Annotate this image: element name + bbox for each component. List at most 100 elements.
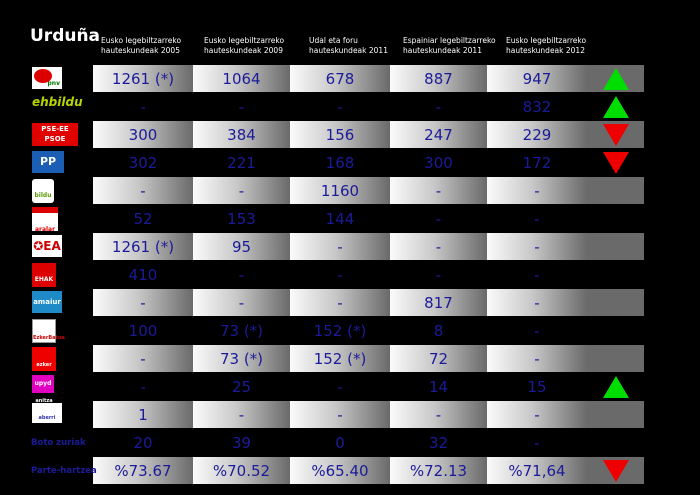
table-cell: - (390, 261, 487, 288)
table-cell: - (390, 401, 487, 428)
table-cell: - (487, 317, 587, 344)
table-cell: - (193, 93, 290, 120)
table-row: 1261 (*) 1064 678 887 947 (93, 65, 644, 92)
table-cell: - (93, 289, 193, 316)
trend-cell (587, 121, 644, 148)
bildu-logo: bildu (32, 179, 54, 203)
page-title: Urduña (30, 26, 101, 46)
table-cell: 144 (290, 205, 390, 232)
table-row: 302 221 168 300 172 (93, 149, 644, 176)
eaj-pnv-logo: pnv (32, 67, 62, 89)
ea-logo: ✪EA (32, 235, 62, 257)
amaiur-logo: amaiur (32, 291, 62, 313)
table-cell: 95 (193, 233, 290, 260)
table-cell: 100 (93, 317, 193, 344)
trend-cell (587, 289, 644, 316)
table-cell: 152 (*) (290, 317, 390, 344)
table-cell: 14 (390, 373, 487, 400)
up-arrow-icon (602, 67, 629, 90)
table-cell: - (487, 345, 587, 372)
table-cell: 1261 (*) (93, 233, 193, 260)
table-cell: 300 (390, 149, 487, 176)
table-cell: 1160 (290, 177, 390, 204)
table-cell: %72.13 (390, 457, 487, 484)
table-cell: 172 (487, 149, 587, 176)
aberri-logo: aberri (32, 403, 62, 423)
table-cell: - (290, 289, 390, 316)
column-header-4: Espainiar legebiltzarreko hauteskundeak … (403, 36, 496, 55)
trend-cell (587, 429, 644, 456)
table-row: - - - -832 (93, 93, 644, 120)
table-cell: 8 (390, 317, 487, 344)
table-cell: - (390, 233, 487, 260)
table-cell: - (93, 93, 193, 120)
column-header-1: Eusko legebiltzarreko hauteskundeak 2005 (101, 36, 182, 55)
table-cell: 168 (290, 149, 390, 176)
table-cell: %71,64 (487, 457, 587, 484)
trend-cell (587, 317, 644, 344)
table-cell: 25 (193, 373, 290, 400)
table-cell: - (487, 429, 587, 456)
table-row: %73.67 %70.52 %65.40 %72.13 %71,64 (93, 457, 644, 484)
table-cell: 0 (290, 429, 390, 456)
table-cell: - (290, 233, 390, 260)
table-row: -25-14 15 (93, 373, 644, 400)
table-cell: 229 (487, 121, 587, 148)
table-cell: - (290, 261, 390, 288)
table-cell: - (290, 93, 390, 120)
up-arrow-icon (602, 375, 629, 398)
down-arrow-icon (602, 123, 629, 146)
table-cell: 300 (93, 121, 193, 148)
column-header-3: Udal eta foru hauteskundeak 2011 (309, 36, 388, 55)
table-cell: 817 (390, 289, 487, 316)
table-row: 100 73 (*) 152 (*) 8- (93, 317, 644, 344)
table-cell: - (390, 177, 487, 204)
table-cell: 20 (93, 429, 193, 456)
table-row: 300 384 156 247 229 (93, 121, 644, 148)
table-cell: 153 (193, 205, 290, 232)
table-cell: - (193, 261, 290, 288)
trend-cell (587, 233, 644, 260)
table-cell: 72 (390, 345, 487, 372)
row-label: Boto zuriak (31, 438, 86, 448)
table-cell: 678 (290, 65, 390, 92)
trend-cell (587, 65, 644, 92)
table-cell: - (487, 177, 587, 204)
table-cell: 1261 (*) (93, 65, 193, 92)
table-cell: - (193, 177, 290, 204)
table-cell: 39 (193, 429, 290, 456)
trend-cell (587, 373, 644, 400)
table-row: 1261 (*) 95- - - (93, 233, 644, 260)
table-cell: 832 (487, 93, 587, 120)
table-cell: 410 (93, 261, 193, 288)
table-cell: - (487, 289, 587, 316)
table-cell: - (487, 233, 587, 260)
table-row: 410- - - - (93, 261, 644, 288)
table-row: - -1160- - (93, 177, 644, 204)
table-cell: - (487, 261, 587, 288)
table-cell: 15 (487, 373, 587, 400)
table-cell: - (390, 205, 487, 232)
table-cell: 152 (*) (290, 345, 390, 372)
pse-ee-psoe-logo: PSE-EE PSOE (32, 123, 78, 146)
table-cell: 1 (93, 401, 193, 428)
up-arrow-icon (602, 95, 629, 118)
table-cell: 52 (93, 205, 193, 232)
trend-cell (587, 345, 644, 372)
ehbildu-logo: ehbildu (32, 95, 83, 109)
table-cell: 302 (93, 149, 193, 176)
upyd-logo: upyd (32, 375, 54, 393)
table-cell: - (487, 205, 587, 232)
table-row: - - -817- (93, 289, 644, 316)
table-cell: %73.67 (93, 457, 193, 484)
table-cell: 73 (*) (193, 317, 290, 344)
table-cell: - (290, 373, 390, 400)
table-cell: - (390, 93, 487, 120)
table-cell: 1064 (193, 65, 290, 92)
trend-cell (587, 93, 644, 120)
table-cell: - (487, 401, 587, 428)
table-cell: %65.40 (290, 457, 390, 484)
down-arrow-icon (602, 151, 629, 174)
ezker-anitza-logo: ezker anitza (32, 347, 56, 404)
table-cell: - (290, 401, 390, 428)
